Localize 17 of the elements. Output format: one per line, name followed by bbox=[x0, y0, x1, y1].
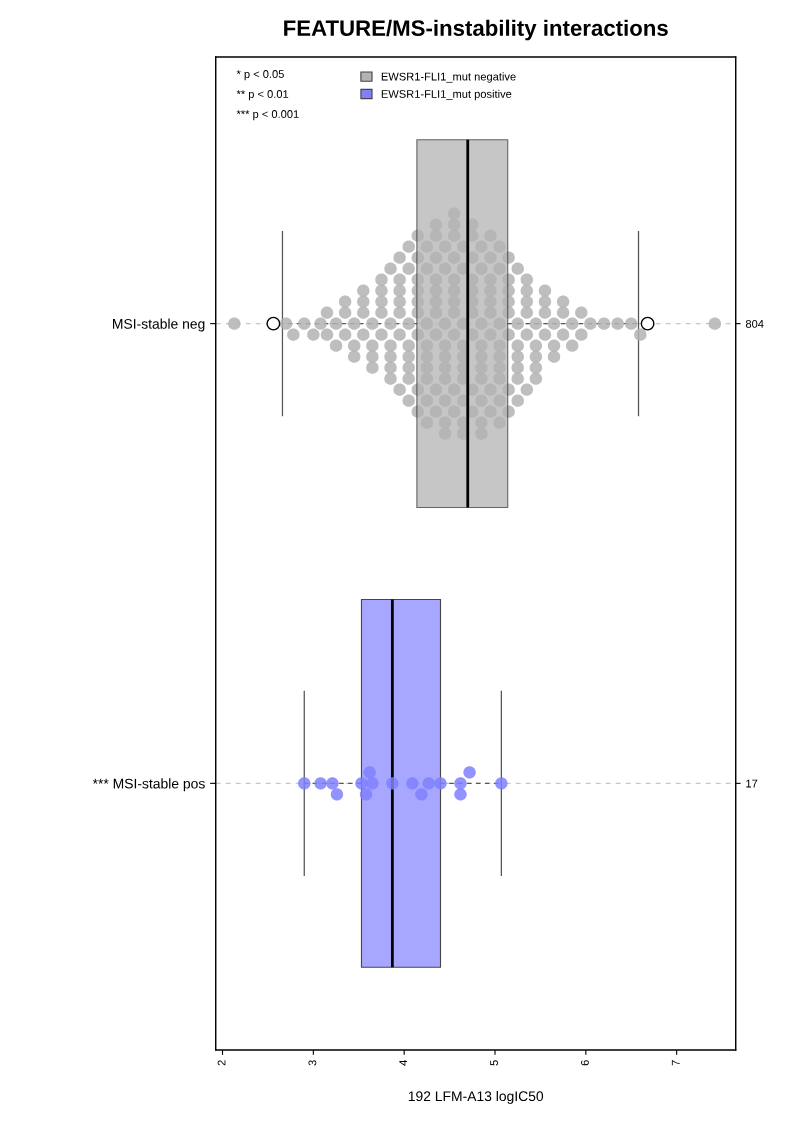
x-axis-title: 192 LFM-A13 logIC50 bbox=[408, 1090, 544, 1104]
annotation: ** p < 0.01 bbox=[236, 90, 289, 101]
x-tick-label: 2 bbox=[217, 1060, 226, 1066]
x-tick-label: 4 bbox=[399, 1060, 408, 1066]
annotation: *** p < 0.001 bbox=[236, 110, 299, 121]
x-tick-label: 5 bbox=[490, 1060, 498, 1066]
legend-label: EWSR1-FLI1_mut positive bbox=[381, 89, 512, 101]
legend-label: EWSR1-FLI1_mut negative bbox=[381, 72, 516, 83]
y-tick-label: MSI-stable neg bbox=[113, 318, 205, 332]
annotation: * p < 0.05 bbox=[236, 70, 284, 81]
x-tick-label: 7 bbox=[671, 1060, 680, 1066]
x-tick-label: 3 bbox=[308, 1060, 317, 1066]
text: 804 bbox=[745, 319, 764, 328]
x-tick-label: 6 bbox=[580, 1060, 589, 1066]
chart-title: FEATURE/MS-instability interactions bbox=[284, 19, 668, 41]
text: 17 bbox=[746, 779, 758, 788]
y-tick-label: *** MSI-stable pos bbox=[92, 778, 205, 792]
